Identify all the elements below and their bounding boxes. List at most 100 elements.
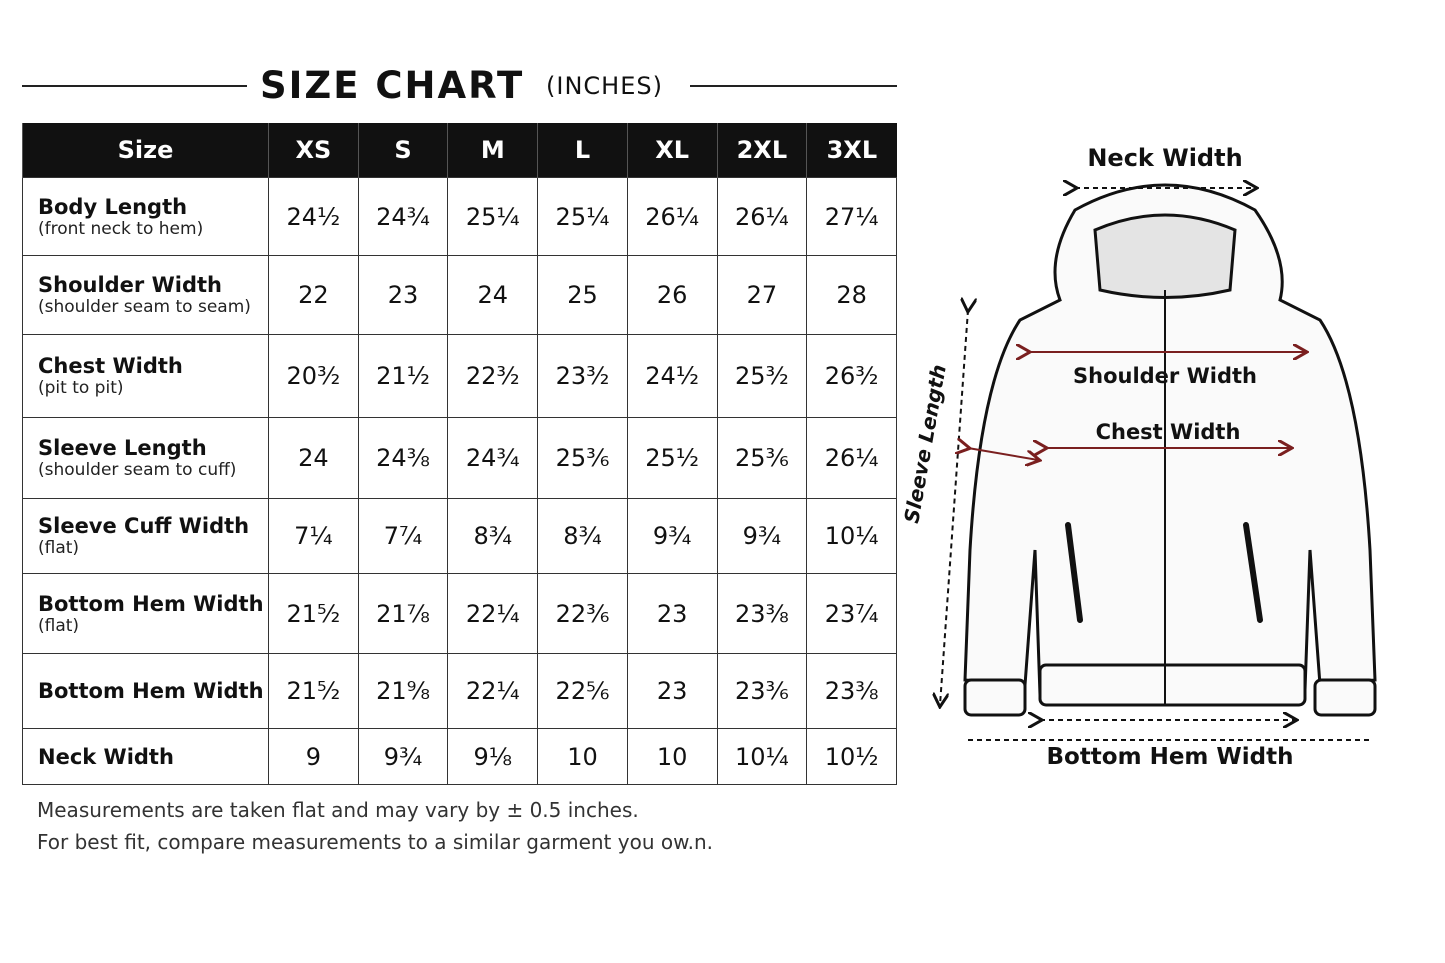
row-label-text: Bottom Hem Width	[38, 591, 264, 616]
title-rule-right	[690, 85, 897, 87]
sleeve-length-arrow	[940, 310, 968, 705]
table-cell: 10	[537, 728, 628, 785]
note-line-2: For best fit, compare measurements to a …	[37, 830, 713, 854]
table-cell: 28	[806, 255, 897, 335]
note-line-1: Measurements are taken flat and may vary…	[37, 798, 639, 822]
table-cell: 26¼	[716, 177, 808, 256]
table-cell: 9¾	[716, 498, 808, 574]
size-col-3xl: 3XL	[806, 123, 897, 178]
table-cell: 8¾	[537, 498, 628, 574]
table-cell: 23	[357, 255, 449, 335]
table-cell: 27¼	[806, 177, 897, 256]
shoulder-width-label: Shoulder Width	[1073, 364, 1257, 388]
table-cell: 23³⁄₂	[537, 334, 628, 418]
title-rule-left	[22, 85, 247, 87]
row-label-text: Sleeve Length	[38, 436, 207, 460]
table-cell: 24	[447, 255, 539, 335]
table-cell: 23	[626, 573, 718, 654]
table-cell: 26	[626, 255, 718, 335]
neck-width-label: Neck Width	[1087, 144, 1242, 172]
size-col-s: S	[357, 123, 448, 178]
row-label-sub: (flat)	[38, 615, 80, 636]
table-row: Sleeve Length (shoulder seam to cuff) 24 24…	[22, 417, 897, 499]
table-cell: 24⅜	[357, 417, 449, 499]
bottom-hem-label: Bottom Hem Width	[1046, 744, 1293, 770]
unit-label: (INCHES)	[546, 72, 663, 100]
row-label-text: Bottom Hem Width	[38, 679, 264, 703]
table-row: Sleeve Cuff Width (flat) 7¼ 7⁷⁄₄ 8¾ 8¾ 9¾ 9¾ 10¼	[22, 498, 897, 574]
size-col-l: L	[537, 123, 628, 178]
size-col-m: M	[447, 123, 538, 178]
row-label: Chest Width (pit to pit)	[22, 334, 269, 418]
table-cell: 27	[716, 255, 808, 335]
table-header: Size XS S M L XL 2XL 3XL	[22, 123, 897, 178]
table-cell: 22	[268, 255, 359, 335]
table-cell: 25¼	[447, 177, 539, 256]
row-label-sub: (flat)	[38, 538, 80, 558]
table-row: Bottom Hem Width 21⁵⁄₂ 21⁹⁄₈ 22¼ 22⅚ 23 23³⁄₆ 2…	[22, 653, 897, 729]
table-cell: 25³⁄₆	[537, 417, 628, 499]
table-cell: 10¼	[716, 728, 808, 785]
table-cell: 7¼	[268, 498, 359, 574]
table-cell: 9¾	[357, 728, 449, 785]
row-label: Bottom Hem Width (flat)	[22, 573, 269, 654]
row-label-text: Neck Width	[38, 744, 174, 769]
row-label-text: Chest Width	[38, 354, 183, 378]
table-cell: 23⅜	[716, 573, 808, 654]
row-label: Bottom Hem Width	[22, 653, 269, 729]
table-cell: 25³⁄₂	[716, 334, 808, 418]
table-cell: 24	[268, 417, 359, 499]
table-cell: 26³⁄₂	[806, 334, 897, 418]
table-cell: 21⁹⁄₈	[357, 653, 449, 729]
page-title: SIZE CHART	[260, 64, 525, 107]
table-cell: 22⅚	[537, 653, 628, 729]
table-cell: 24½	[268, 177, 359, 256]
table-cell: 7⁷⁄₄	[357, 498, 449, 574]
row-label: Body Length (front neck to hem)	[22, 177, 269, 256]
table-cell: 26¼	[626, 177, 718, 256]
table-cell: 10¼	[806, 498, 897, 574]
table-cell: 20³⁄₂	[268, 334, 359, 418]
size-col-xs: XS	[268, 123, 359, 178]
table-cell: 25½	[626, 417, 718, 499]
table-cell: 22¼	[447, 653, 539, 729]
size-table: Size XS S M L XL 2XL 3XL Body Length (front neck…	[22, 123, 897, 785]
size-col-2xl: 2XL	[716, 123, 807, 178]
table-cell: 25¼	[537, 177, 628, 256]
table-cell: 23⁷⁄₄	[806, 573, 897, 654]
row-label: Sleeve Length (shoulder seam to cuff)	[22, 417, 269, 499]
table-cell: 22¼	[447, 573, 539, 654]
table-cell: 23	[626, 653, 718, 729]
size-header: Size	[22, 123, 269, 178]
table-cell: 23³⁄₆	[716, 653, 808, 729]
row-label: Neck Width	[22, 728, 269, 785]
table-cell: 21⁵⁄₂	[268, 573, 359, 654]
table-cell: 24½	[626, 334, 718, 418]
table-cell: 24¾	[447, 417, 539, 499]
table-cell: 9	[268, 728, 359, 785]
hoodie-outline	[963, 183, 1377, 717]
table-row: Shoulder Width (shoulder seam to seam) 22 2…	[22, 255, 897, 335]
chest-width-label: Chest Width	[1096, 420, 1241, 444]
row-label-sub: (shoulder seam to seam)	[38, 297, 251, 317]
table-cell: 23⅜	[806, 653, 897, 729]
table-row: Bottom Hem Width (flat) 21⁵⁄₂ 21⅞ 22¼ 22³⁄₆ 23…	[22, 573, 897, 654]
hoodie-diagram: Neck Width Shoulder Width Chest Width Bo…	[900, 144, 1377, 770]
row-label: Sleeve Cuff Width (flat)	[22, 498, 269, 574]
size-col-xl: XL	[626, 123, 718, 178]
table-cell: 10½	[806, 728, 897, 785]
table-cell: 22³⁄₂	[447, 334, 539, 418]
table-row: Neck Width 9 9¾ 9⅛ 10 10 10¼ 10½	[22, 728, 897, 785]
table-cell: 25	[537, 255, 628, 335]
table-cell: 21½	[357, 334, 449, 418]
sleeve-length-label: Sleeve Length	[900, 363, 951, 525]
table-cell: 21⅞	[357, 573, 449, 654]
row-label-text: Sleeve Cuff Width	[38, 514, 250, 538]
table-cell: 10	[626, 728, 718, 785]
table-cell: 25³⁄₆	[716, 417, 808, 499]
table-cell: 9⅛	[447, 728, 539, 785]
sleeve-arrow	[968, 448, 1038, 460]
row-label-sub: (pit to pit)	[38, 378, 124, 398]
row-label-sub: (shoulder seam to cuff)	[38, 460, 237, 480]
table-cell: 24¾	[357, 177, 449, 256]
